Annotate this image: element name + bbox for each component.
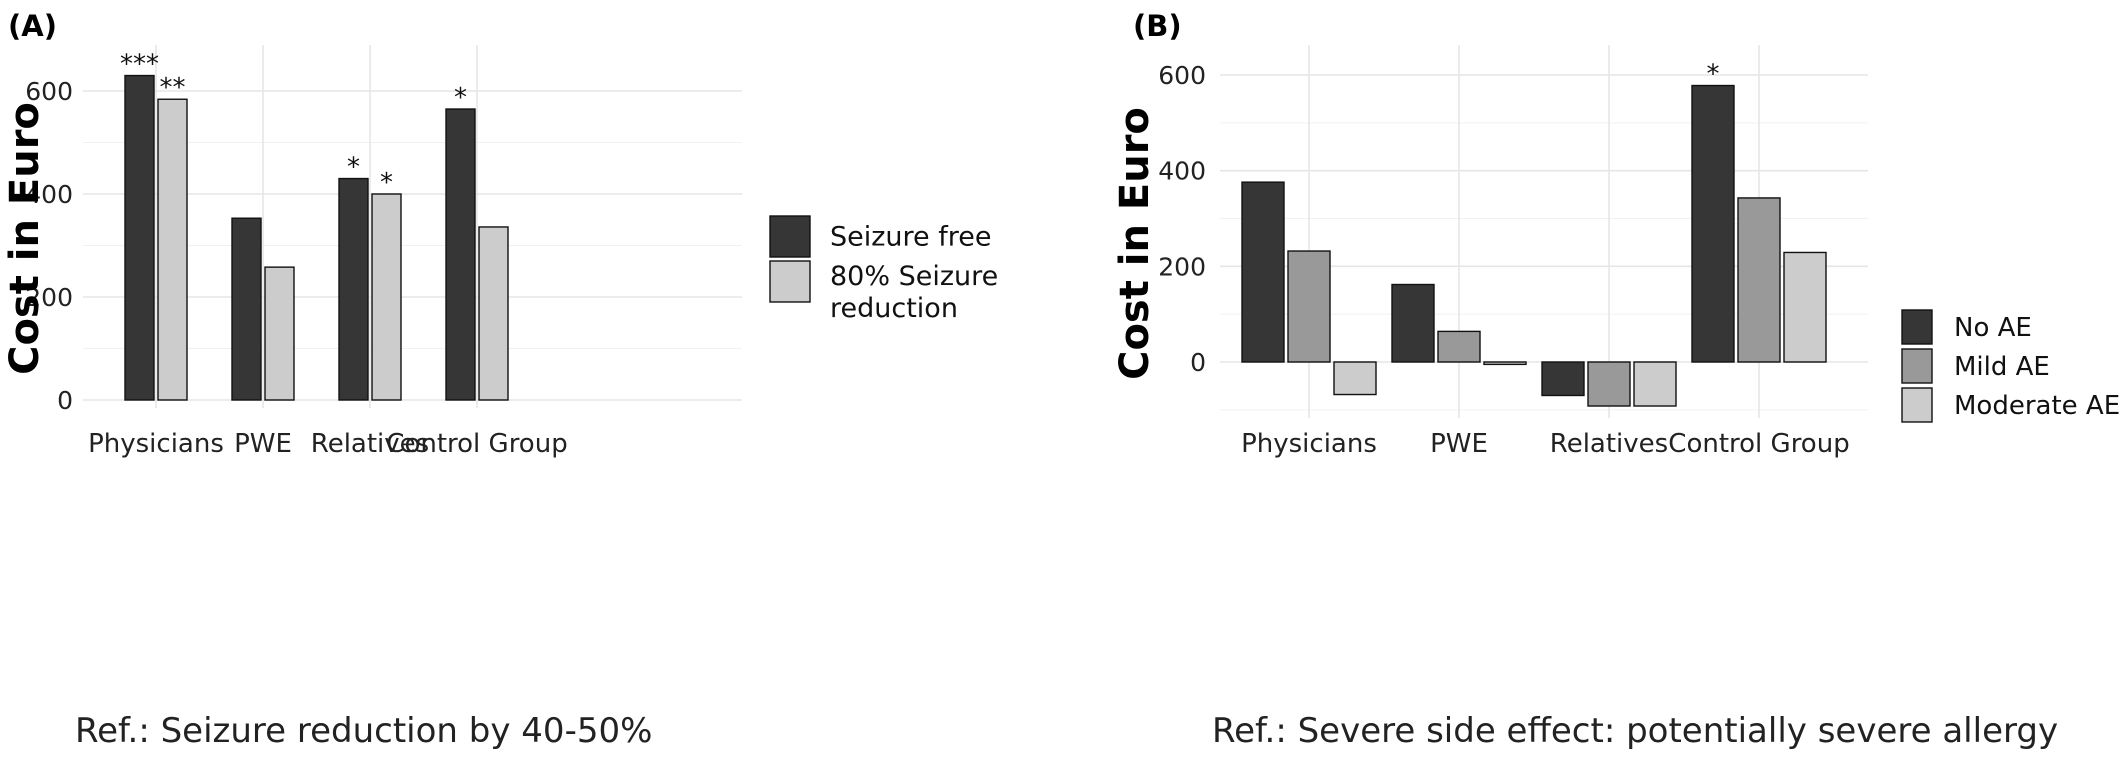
bar-mild-ae-pwe [1437,330,1481,363]
bar-no-ae-pwe [1391,283,1435,363]
y-axis-label: Cost in Euro [2,102,48,375]
legend-key [769,215,811,258]
bar-seizure-free-relatives [338,177,369,401]
bar-no-ae-control-group [1691,84,1735,363]
x-tick-label: Relatives [1550,429,1668,459]
significance-marker: * [454,83,467,113]
bar-moderate-ae-pwe [1483,361,1527,366]
legend-label: 80% Seizure [830,261,998,292]
bar-no-ae-relatives [1541,361,1585,397]
bar-80-seizure-reduction-pwe [264,266,295,401]
y-axis-label: Cost in Euro [1112,107,1158,380]
x-tick-label: PWE [234,429,292,459]
legend-key [1901,309,1933,345]
y-tick-label: 200 [1158,252,1206,281]
legend-label: Moderate AE [1954,391,2120,421]
bar-seizure-free-physicians [124,74,155,401]
bar-moderate-ae-relatives [1633,361,1677,407]
x-tick-label: Relatives [311,429,429,459]
significance-marker: * [1707,60,1720,90]
significance-marker: *** [120,50,159,80]
x-tick-label: Control Group [1668,429,1849,459]
panel-label: (B) [1133,9,1182,43]
plot-area [83,45,742,408]
y-tick-label: 0 [57,386,73,415]
bar-seizure-free-pwe [231,217,262,401]
y-tick-label: 600 [1158,61,1206,90]
legend-key [1901,348,1933,384]
y-tick-label: 600 [25,77,73,106]
bar-80-seizure-reduction-physicians [157,98,188,401]
y-tick-label: 400 [1158,157,1206,186]
legend-label: Mild AE [1954,352,2050,382]
x-tick-label: Physicians [1241,429,1377,459]
x-tick-label: PWE [1430,429,1488,459]
bar-mild-ae-relatives [1587,361,1631,407]
x-tick-label: Physicians [88,429,224,459]
y-tick-label: 0 [1190,348,1206,377]
bar-moderate-ae-control-group [1783,251,1827,363]
panel-label: (A) [8,9,57,43]
significance-marker: * [347,153,360,183]
x-tick-label: Control Group [386,429,567,459]
legend-label: reduction [830,293,958,324]
bar-no-ae-physicians [1241,181,1285,363]
significance-marker: ** [160,73,186,103]
plot-background [83,45,742,408]
bar-seizure-free-control-group [445,108,476,401]
bar-80-seizure-reduction-control-group [478,226,509,401]
legend-label: No AE [1954,313,2032,343]
gridlines [83,45,742,408]
caption: Ref.: Severe side effect: potentially se… [1212,711,2058,751]
legend-key [769,260,811,303]
legend-key [1901,387,1933,423]
y-tick-label: 400 [25,180,73,209]
y-tick-label: 200 [25,283,73,312]
bar-80-seizure-reduction-relatives [371,193,402,401]
significance-marker: * [380,168,393,198]
bar-mild-ae-control-group [1737,197,1781,363]
caption: Ref.: Seizure reduction by 40-50% [75,711,652,751]
legend-label: Seizure free [830,222,991,253]
bar-moderate-ae-physicians [1333,361,1377,396]
bar-mild-ae-physicians [1287,250,1331,363]
legend: No AE Mild AE Moderate AE [1901,309,2120,423]
